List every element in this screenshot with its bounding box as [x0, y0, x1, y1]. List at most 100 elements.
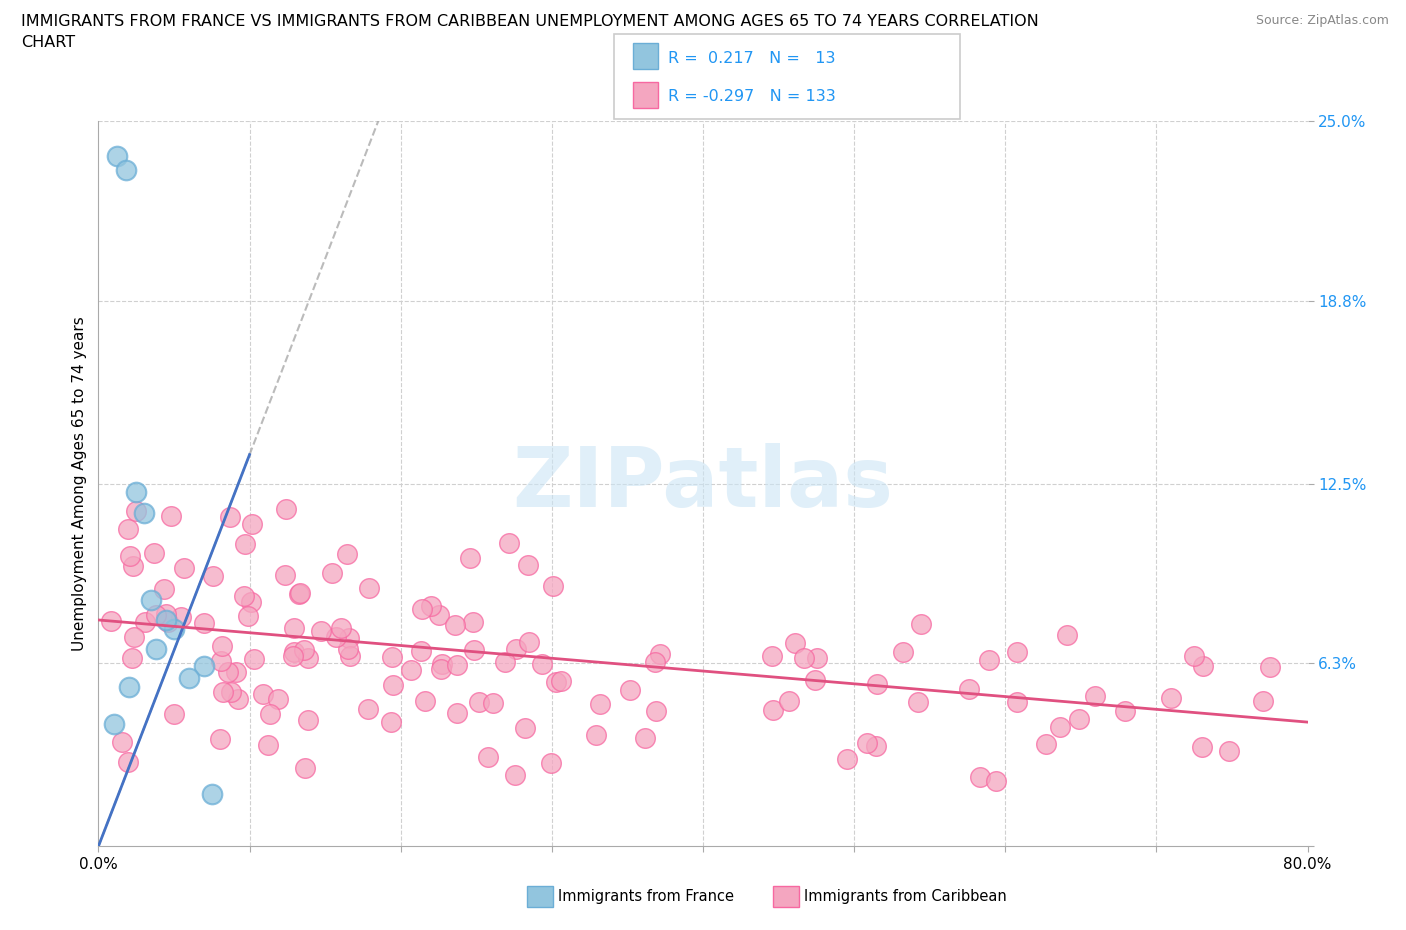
Point	[550, 673, 572, 688]
Point	[910, 617, 932, 631]
Point	[420, 598, 443, 613]
Point	[309, 624, 332, 639]
Point	[806, 650, 828, 665]
Point	[283, 620, 305, 635]
Point	[287, 587, 309, 602]
Point	[152, 581, 174, 596]
Point	[461, 614, 484, 629]
Point	[382, 677, 405, 692]
Point	[588, 697, 610, 711]
Point	[283, 644, 305, 659]
Point	[141, 592, 163, 607]
Text: ZIPatlas: ZIPatlas	[513, 443, 893, 525]
Point	[134, 615, 156, 630]
Point	[477, 749, 499, 764]
Point	[644, 704, 666, 719]
Point	[1218, 744, 1240, 759]
Point	[259, 707, 281, 722]
Point	[159, 509, 181, 524]
Point	[1035, 736, 1057, 751]
Point	[505, 641, 527, 656]
Point	[633, 730, 655, 745]
Point	[1005, 644, 1028, 659]
Text: Immigrants from France: Immigrants from France	[558, 889, 734, 904]
Point	[336, 546, 359, 561]
Point	[1182, 649, 1205, 664]
Point	[252, 687, 274, 702]
Point	[117, 522, 139, 537]
Point	[644, 655, 666, 670]
Point	[225, 665, 247, 680]
Point	[458, 551, 481, 565]
Text: R =  0.217   N =   13: R = 0.217 N = 13	[668, 51, 835, 66]
Point	[891, 644, 914, 659]
Point	[585, 727, 607, 742]
Point	[103, 717, 125, 732]
Point	[969, 770, 991, 785]
Point	[118, 679, 141, 694]
Point	[427, 607, 450, 622]
Text: IMMIGRANTS FROM FRANCE VS IMMIGRANTS FROM CARIBBEAN UNEMPLOYMENT AMONG AGES 65 T: IMMIGRANTS FROM FRANCE VS IMMIGRANTS FRO…	[21, 14, 1039, 29]
Point	[294, 761, 316, 776]
Point	[321, 565, 343, 580]
Point	[866, 677, 889, 692]
Text: Source: ZipAtlas.com: Source: ZipAtlas.com	[1256, 14, 1389, 27]
Point	[124, 630, 146, 644]
Point	[530, 657, 553, 671]
Point	[173, 561, 195, 576]
Point	[170, 609, 193, 624]
Point	[803, 673, 825, 688]
Point	[283, 649, 305, 664]
Point	[986, 774, 1008, 789]
Point	[155, 606, 177, 621]
Point	[121, 558, 143, 573]
Point	[155, 613, 177, 628]
Point	[793, 651, 815, 666]
Point	[297, 712, 319, 727]
Point	[240, 517, 263, 532]
Point	[238, 608, 260, 623]
Point	[430, 657, 453, 671]
Point	[329, 621, 352, 636]
Point	[218, 510, 240, 525]
Point	[468, 695, 491, 710]
Point	[977, 653, 1000, 668]
Point	[411, 601, 433, 616]
Point	[163, 621, 186, 636]
Point	[276, 502, 298, 517]
Point	[1191, 658, 1213, 673]
Text: Immigrants from Caribbean: Immigrants from Caribbean	[804, 889, 1007, 904]
Point	[494, 655, 516, 670]
Point	[233, 589, 256, 604]
Point	[193, 659, 215, 674]
Point	[243, 652, 266, 667]
Point	[1258, 659, 1281, 674]
Point	[1049, 720, 1071, 735]
Point	[540, 756, 562, 771]
Point	[202, 569, 225, 584]
Point	[430, 661, 453, 676]
Point	[1084, 688, 1107, 703]
Point	[357, 581, 380, 596]
Point	[650, 647, 672, 662]
Point	[957, 682, 980, 697]
Point	[209, 653, 232, 668]
Point	[444, 618, 467, 632]
Point	[409, 644, 432, 659]
Point	[865, 738, 887, 753]
Point	[380, 714, 402, 729]
Text: CHART: CHART	[21, 35, 75, 50]
Point	[219, 684, 242, 699]
Point	[233, 537, 256, 551]
Point	[1160, 690, 1182, 705]
Point	[761, 648, 783, 663]
Point	[446, 706, 468, 721]
Point	[145, 642, 167, 657]
Point	[544, 675, 567, 690]
Point	[217, 665, 239, 680]
Point	[463, 643, 485, 658]
Point	[1007, 695, 1029, 710]
Point	[761, 702, 783, 717]
Point	[142, 546, 165, 561]
Point	[1056, 628, 1078, 643]
